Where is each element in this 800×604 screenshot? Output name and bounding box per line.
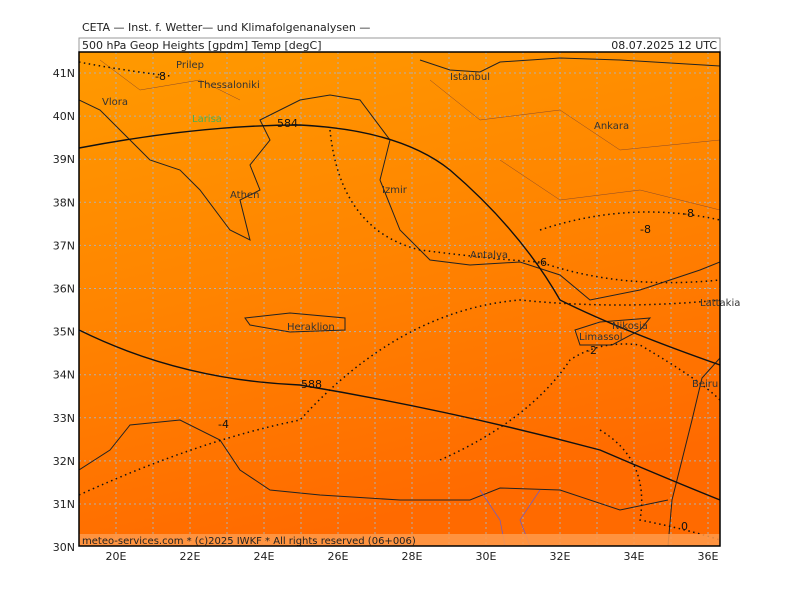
place: Thessaloniki [197,80,260,91]
map-frame [78,51,721,547]
lat-label: 31N [53,498,75,511]
contour-label: 588 [301,378,322,391]
place: Heraklion [287,322,335,333]
place: Larisa [192,114,222,125]
lon-label: 30E [476,550,497,563]
contour-label: -2 [586,344,597,357]
place: Prilep [176,60,204,71]
place: Antalya [470,250,508,261]
lon-label: 28E [402,550,423,563]
place: Vlora [102,97,128,108]
lat-label: 32N [53,455,75,468]
coastlines [79,57,720,546]
lon-label: 34E [624,550,645,563]
place: Beiru [692,379,718,390]
product-title: 500 hPa Geop Heights [gpdm] Temp [degC] [82,39,321,52]
place: Istanbul [450,72,490,83]
lon-label: 20E [106,550,127,563]
lat-label: 37N [53,239,75,252]
map-field [79,52,720,546]
contour-label: -4 [218,418,229,431]
lat-label: 41N [53,67,75,80]
contour-label: -8 [683,207,694,220]
lat-label: 30N [53,541,75,554]
place: Izmir [382,185,408,196]
contour-label: -6 [536,256,547,269]
lat-label: 33N [53,412,75,425]
institute-title: CETA — Inst. f. Wetter— und Klimafolgena… [82,21,370,34]
contour-label: 584 [277,117,298,130]
lon-label: 32E [550,550,571,563]
lon-label: 26E [328,550,349,563]
valid-time: 08.07.2025 12 UTC [611,39,717,52]
contour-label: -8 [640,223,651,236]
contours [79,61,720,541]
place: Ankara [594,121,629,132]
lat-label: 38N [53,196,75,209]
contour-labels: 584 588 -8 -8 -6 -4 -2 0 -8 [155,70,694,533]
contour-label: 0 [681,520,688,533]
place: Athen [230,190,259,201]
place: Limassol [579,332,623,343]
lat-label: 39N [53,153,75,166]
lat-label: 34N [53,369,75,382]
lon-label: 22E [180,550,201,563]
lon-label: 36E [698,550,719,563]
lon-label: 24E [254,550,275,563]
lat-label: 35N [53,326,75,339]
lat-label: 36N [53,283,75,296]
footer: meteo-services.com * (c)2025 IWKF * All … [82,536,416,547]
contour-label: -8 [155,70,166,83]
lat-label: 40N [53,110,75,123]
footer-band [79,534,720,546]
place: Nikosia [612,321,648,332]
